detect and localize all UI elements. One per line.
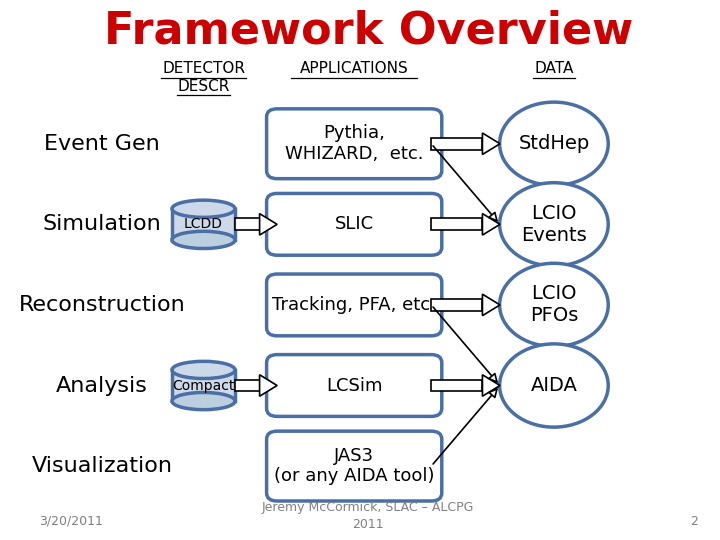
Text: StdHep: StdHep: [518, 134, 590, 153]
Text: Framework Overview: Framework Overview: [104, 9, 633, 52]
Ellipse shape: [500, 102, 608, 185]
Ellipse shape: [172, 393, 235, 410]
FancyBboxPatch shape: [266, 355, 442, 416]
Bar: [431, 138, 482, 150]
Polygon shape: [260, 375, 277, 396]
Bar: [235, 218, 260, 230]
Text: JAS3
(or any AIDA tool): JAS3 (or any AIDA tool): [274, 447, 434, 485]
Ellipse shape: [172, 231, 235, 248]
Text: SLIC: SLIC: [335, 215, 374, 233]
Bar: [431, 380, 482, 392]
Ellipse shape: [500, 344, 608, 427]
Text: AIDA: AIDA: [531, 376, 577, 395]
Ellipse shape: [500, 264, 608, 347]
Text: LCIO
Events: LCIO Events: [521, 204, 587, 245]
Bar: [431, 299, 482, 311]
Text: Visualization: Visualization: [32, 456, 172, 476]
FancyBboxPatch shape: [266, 274, 442, 336]
Text: Simulation: Simulation: [42, 214, 161, 234]
Text: 3/20/2011: 3/20/2011: [39, 515, 103, 528]
Text: DATA: DATA: [534, 61, 574, 76]
Text: 2: 2: [690, 515, 698, 528]
FancyBboxPatch shape: [266, 193, 442, 255]
Ellipse shape: [500, 183, 608, 266]
Text: Compact: Compact: [172, 379, 235, 393]
Polygon shape: [482, 375, 500, 396]
Text: Analysis: Analysis: [56, 375, 148, 395]
Text: Tracking, PFA, etc.: Tracking, PFA, etc.: [272, 296, 436, 314]
Text: LCSim: LCSim: [326, 376, 382, 395]
Text: Event Gen: Event Gen: [44, 134, 160, 154]
Bar: [172, 370, 235, 401]
FancyBboxPatch shape: [266, 109, 442, 179]
Polygon shape: [482, 133, 500, 154]
Text: DESCR: DESCR: [177, 79, 230, 94]
Ellipse shape: [172, 200, 235, 218]
Text: DETECTOR: DETECTOR: [162, 61, 245, 76]
Text: APPLICATIONS: APPLICATIONS: [300, 61, 408, 76]
Text: LCIO
PFOs: LCIO PFOs: [530, 285, 578, 326]
Bar: [235, 380, 260, 392]
Text: LCDD: LCDD: [184, 217, 223, 231]
Bar: [172, 209, 235, 240]
Text: Pythia,
WHIZARD,  etc.: Pythia, WHIZARD, etc.: [285, 124, 423, 163]
Polygon shape: [482, 214, 500, 235]
Polygon shape: [260, 214, 277, 235]
FancyBboxPatch shape: [266, 431, 442, 501]
Bar: [431, 218, 482, 230]
Text: Reconstruction: Reconstruction: [19, 295, 185, 315]
Ellipse shape: [172, 361, 235, 379]
Polygon shape: [482, 294, 500, 316]
Text: Jeremy McCormick, SLAC – ALCPG
2011: Jeremy McCormick, SLAC – ALCPG 2011: [262, 501, 474, 531]
